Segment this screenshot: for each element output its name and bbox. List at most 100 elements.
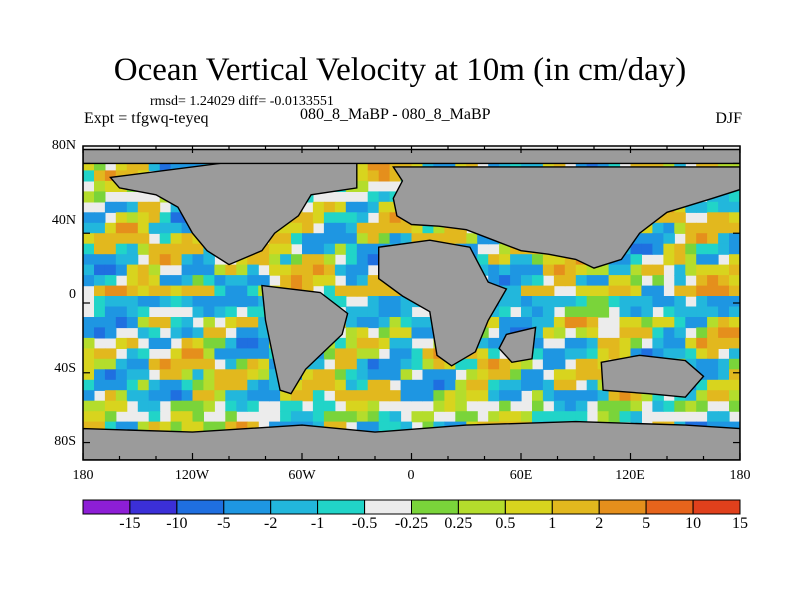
field-cell (115, 160, 128, 172)
field-cell (532, 390, 544, 402)
field-cell (553, 348, 566, 360)
field-cell (148, 201, 161, 213)
field-cell (181, 421, 194, 433)
field-cell (258, 327, 270, 339)
field-cell (170, 400, 183, 412)
field-cell (521, 358, 533, 370)
field-cell (553, 160, 566, 172)
field-cell (378, 379, 391, 391)
field-cell (115, 285, 128, 297)
field-cell (214, 264, 226, 276)
field-cell (510, 317, 522, 329)
field-cell (553, 390, 566, 402)
field-cell (367, 170, 380, 182)
field-cell (367, 160, 380, 172)
field-cell (718, 285, 730, 297)
field-cell (302, 233, 314, 245)
field-cell (641, 233, 653, 245)
field-cell (83, 264, 95, 276)
field-cell (334, 201, 347, 213)
field-cell (345, 327, 358, 339)
field-cell (400, 379, 413, 391)
field-cell (378, 201, 391, 213)
field-cell (499, 296, 511, 308)
field-cell (674, 222, 686, 234)
field-cell (137, 201, 150, 213)
field-cell (564, 275, 577, 287)
field-cell (291, 275, 303, 287)
field-cell (291, 222, 303, 234)
field-cell (236, 400, 248, 412)
field-cell (378, 222, 391, 234)
field-cell (104, 201, 117, 213)
field-cell (389, 317, 402, 329)
field-cell (104, 400, 117, 412)
field-cell (707, 411, 719, 423)
field-cell (115, 222, 128, 234)
field-cell (564, 317, 577, 329)
field-cell (729, 275, 740, 287)
field-cell (170, 421, 183, 433)
field-cell (104, 254, 117, 266)
field-cell (236, 337, 248, 349)
field-cell (159, 337, 172, 349)
field-cell (400, 390, 413, 402)
field-cell (378, 358, 391, 370)
field-cell (203, 400, 215, 412)
field-cell (247, 337, 259, 349)
field-cell (488, 160, 500, 172)
colorbar-swatch (457, 499, 506, 515)
field-cell (137, 285, 150, 297)
field-cell (269, 390, 281, 402)
field-cell (137, 222, 150, 234)
field-cell (83, 254, 95, 266)
field-cell (564, 379, 577, 391)
field-cell (389, 348, 402, 360)
field-cell (510, 285, 522, 297)
field-cell (159, 243, 172, 255)
field-cell (652, 317, 664, 329)
field-cell (159, 233, 172, 245)
field-cell (83, 160, 95, 172)
field-cell (674, 348, 686, 360)
field-cell (553, 369, 566, 381)
field-cell (586, 390, 599, 402)
experiment-label: Expt = tfgwq-teyeq (84, 110, 209, 127)
field-cell (641, 264, 653, 276)
field-cell (104, 306, 117, 318)
field-cell (532, 285, 544, 297)
field-cell (696, 317, 708, 329)
field-cell (729, 160, 740, 172)
field-cell (192, 264, 204, 276)
field-cell (247, 275, 259, 287)
field-cell (652, 327, 664, 339)
field-cell (641, 317, 653, 329)
field-cell (356, 180, 369, 192)
field-cell (444, 233, 456, 245)
field-cell (707, 254, 719, 266)
field-cell (356, 160, 369, 172)
lat-tick-40s: 40S (54, 361, 76, 376)
field-cell (422, 358, 434, 370)
field-cell (718, 243, 730, 255)
field-cell (444, 222, 456, 234)
colorbar-swatch (411, 499, 459, 515)
field-cell (302, 264, 314, 276)
field-cell (115, 254, 128, 266)
field-cell (674, 317, 686, 329)
field-cell (192, 369, 204, 381)
field-cell (137, 264, 150, 276)
field-cell (477, 233, 489, 245)
field-cell (466, 160, 478, 172)
field-cell (148, 275, 161, 287)
field-cell (510, 160, 522, 172)
field-cell (586, 348, 599, 360)
field-cell (444, 400, 456, 412)
field-cell (126, 317, 139, 329)
field-cell (83, 400, 95, 412)
field-cell (214, 337, 226, 349)
field-cell (597, 400, 610, 412)
field-cell (312, 275, 325, 287)
field-cell (258, 317, 270, 329)
field-cell (323, 348, 336, 360)
